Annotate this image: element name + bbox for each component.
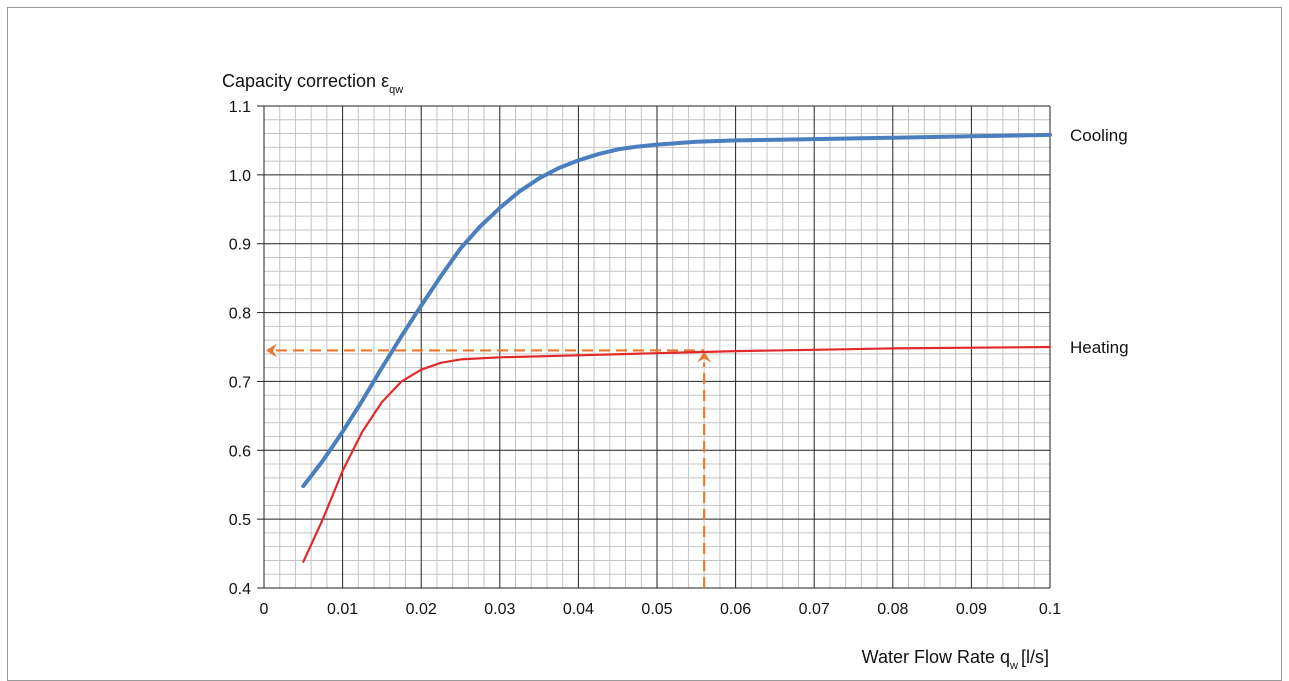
x-tick-label: 0.08 <box>877 601 908 618</box>
y-axis-title-main: Capacity correction ε <box>222 71 389 91</box>
heating-line <box>302 345 1052 563</box>
x-tick-label: 0.04 <box>563 601 594 618</box>
y-axis-title-subscript: qw <box>389 84 403 96</box>
cooling-label: Cooling <box>1070 126 1128 145</box>
x-axis-title-main: Water Flow Rate q <box>862 647 1010 667</box>
y-tick-label: 1.1 <box>229 99 251 116</box>
annotation-arrowhead-left <box>266 343 277 358</box>
x-tick-label: 0.06 <box>720 601 751 618</box>
y-tick-label: 0.6 <box>229 443 251 460</box>
reading-annotation <box>266 343 712 588</box>
y-tick-label: 0.7 <box>229 374 251 391</box>
x-tick-label: 0.09 <box>956 601 987 618</box>
y-tick-label: 0.9 <box>229 237 251 254</box>
y-tick-label: 0.5 <box>229 512 251 529</box>
x-axis-title-unit: [l/s] <box>1021 647 1049 667</box>
series-labels: Cooling Heating <box>1070 126 1129 357</box>
y-tick-label: 1.0 <box>229 168 251 185</box>
x-tick-label: 0.1 <box>1039 601 1061 618</box>
heating-label: Heating <box>1070 338 1129 357</box>
x-axis-title-subscript: w <box>1009 660 1018 672</box>
series-lines <box>301 132 1052 563</box>
y-axis-title: Capacity correction εqw <box>222 71 403 96</box>
major-grid <box>257 105 1051 589</box>
x-tick-label: 0.01 <box>327 601 358 618</box>
y-tick-label: 0.8 <box>229 306 251 323</box>
x-tick-label: 0.05 <box>641 601 672 618</box>
cooling-line <box>301 132 1052 489</box>
x-tick-labels: 0 0.01 0.02 0.03 0.04 0.05 0.06 0.07 0.08 0.09 0.1 <box>260 601 1062 618</box>
x-tick-label: 0.02 <box>406 601 437 618</box>
y-tick-labels: 0.4 0.5 0.6 0.7 0.8 0.9 1.0 1.1 <box>229 99 251 598</box>
x-axis-title: Water Flow Rate qw [l/s] <box>862 647 1049 672</box>
x-tick-label: 0.07 <box>799 601 830 618</box>
x-tick-label: 0 <box>260 601 269 618</box>
y-tick-label: 0.4 <box>229 581 251 598</box>
annotation-arrowhead-up <box>697 351 712 363</box>
x-tick-label: 0.03 <box>484 601 515 618</box>
